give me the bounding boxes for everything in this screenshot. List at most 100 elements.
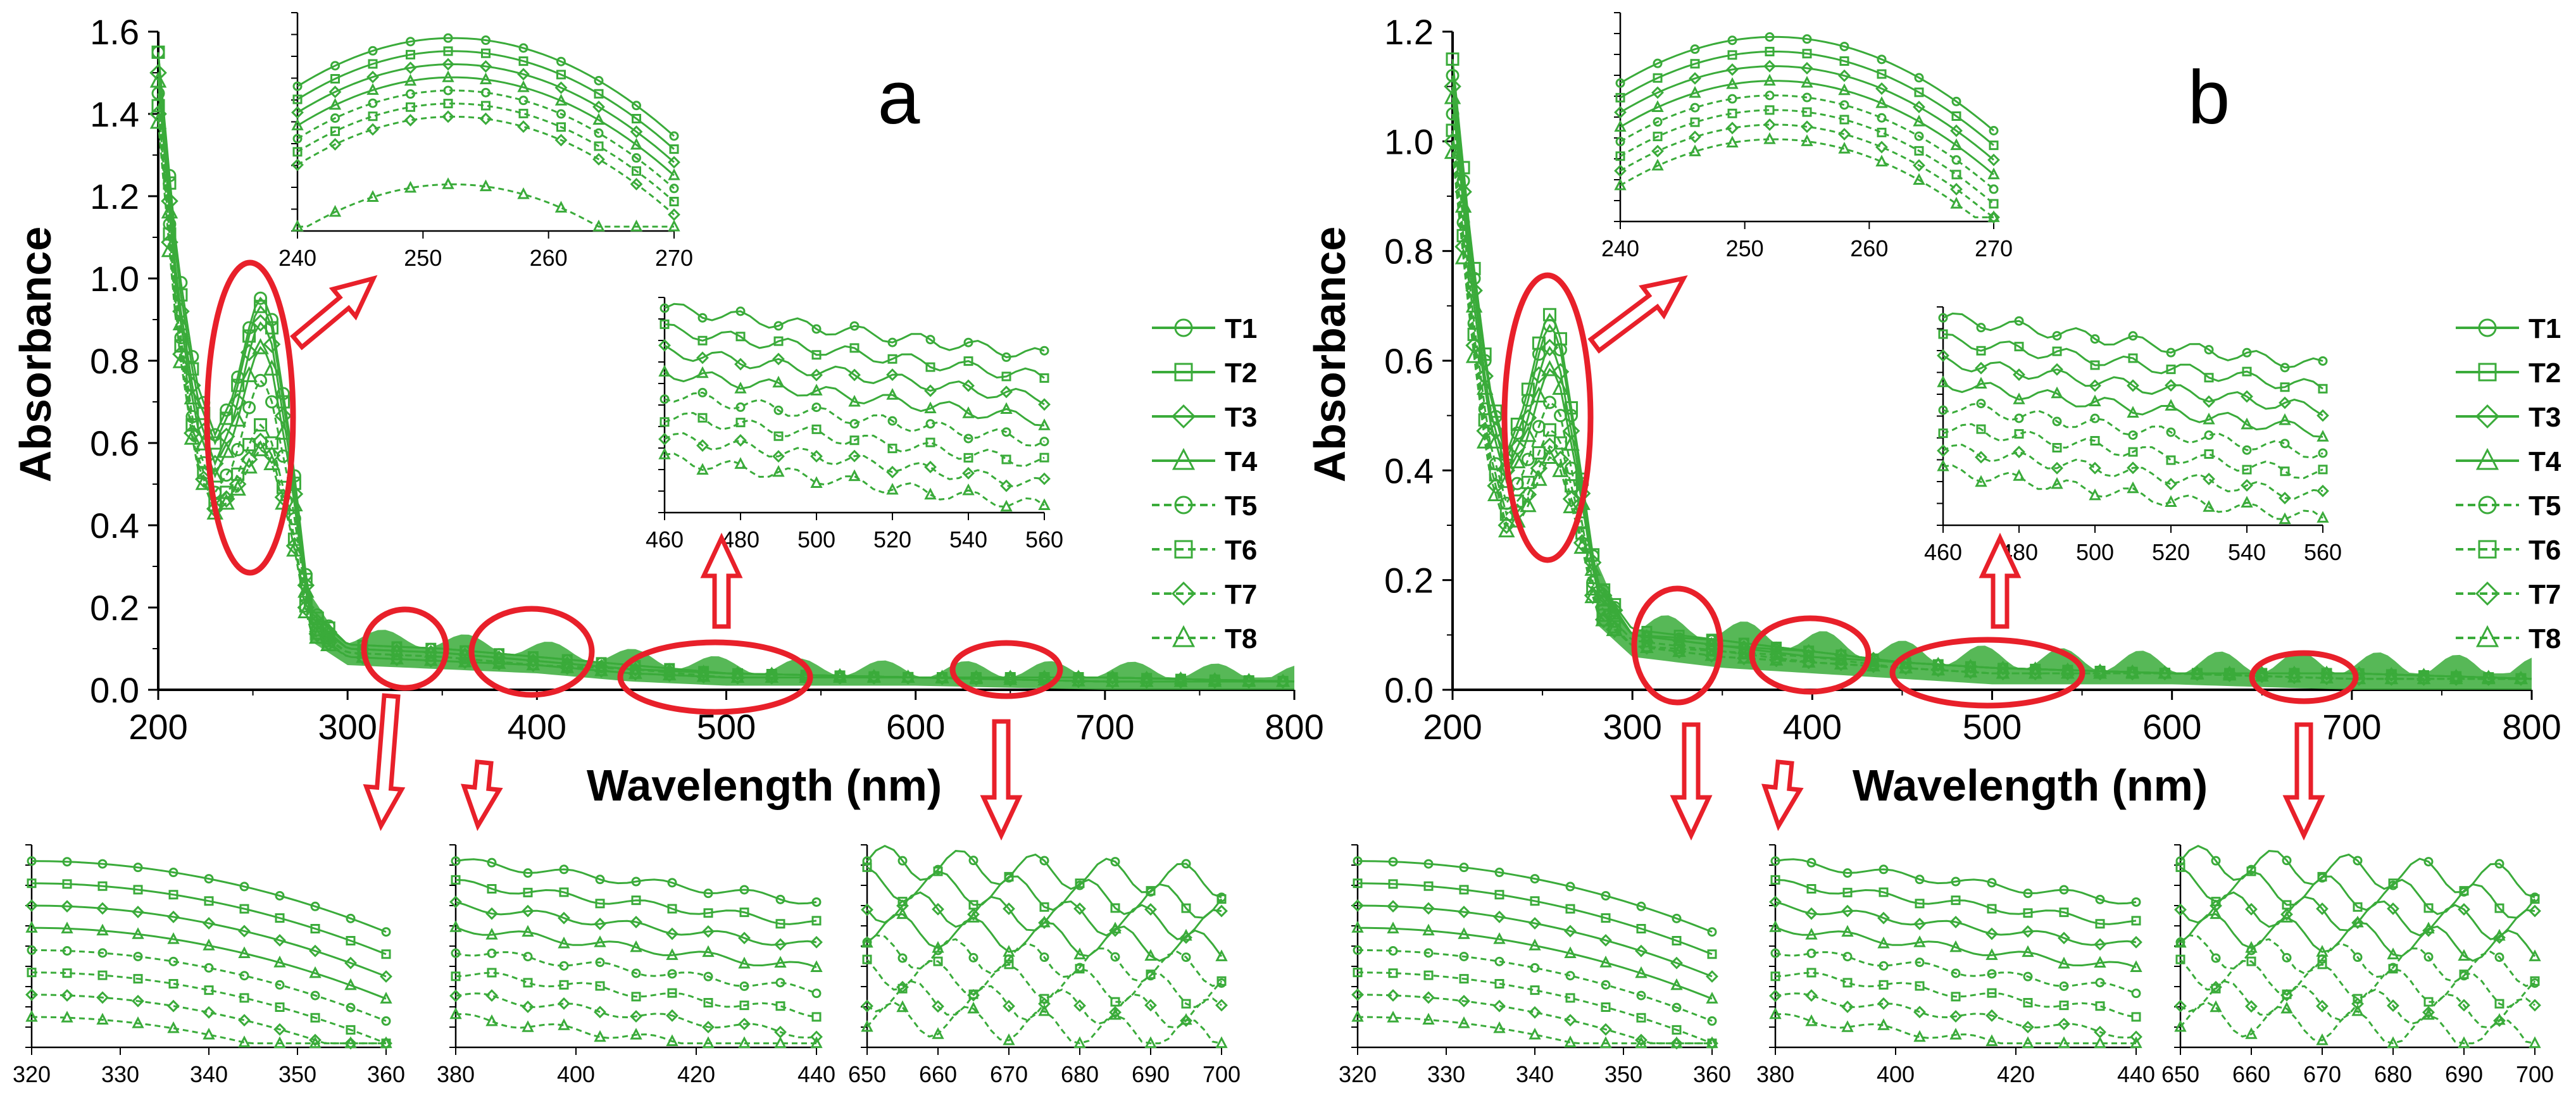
inset-b2-marker xyxy=(775,1001,785,1011)
inset-b1-marker xyxy=(203,1027,215,1040)
inset-b3-marker xyxy=(2353,856,2363,866)
inset-b2-series-7 xyxy=(455,992,817,1039)
inset-vis-marker xyxy=(811,324,822,334)
inset-b1-marker xyxy=(1672,1002,1682,1013)
zoom-arrow xyxy=(460,759,503,832)
inset-vis-marker xyxy=(734,382,747,394)
inset-vis-marker xyxy=(1039,346,1049,356)
inset-b2-marker xyxy=(1987,988,1997,998)
inset-uv-marker xyxy=(632,166,641,176)
series-T7-marker xyxy=(240,451,258,468)
series-T7-marker xyxy=(1275,674,1291,689)
series-T6-marker xyxy=(1446,123,1460,137)
inset-b3-marker xyxy=(2317,871,2327,882)
inset-b1-marker xyxy=(1388,968,1398,978)
inset-vis-marker xyxy=(1000,385,1013,399)
inset-b2-marker xyxy=(1842,952,1853,962)
inset-b1-tick-label: 360 xyxy=(367,1061,405,1087)
inset-b2-marker xyxy=(2023,971,2033,982)
inset-uv-series-6 xyxy=(1620,109,1994,205)
series-T7-marker xyxy=(1173,674,1188,689)
inset-b3-marker xyxy=(2387,999,2399,1013)
inset-b3-marker xyxy=(2530,976,2540,986)
series-T7-marker xyxy=(2092,666,2108,681)
series-T3-marker xyxy=(389,644,404,658)
inset-b2-marker xyxy=(523,978,533,988)
inset-uv-marker xyxy=(1914,146,1924,156)
series-T8-marker xyxy=(526,657,541,671)
inset-b3-marker xyxy=(2388,878,2398,889)
inset-b1-marker xyxy=(1635,966,1648,978)
inset-vis-marker xyxy=(848,449,861,463)
inset-b2-marker xyxy=(1915,957,1925,968)
inset-b3-marker xyxy=(862,954,872,964)
inset-uv-marker xyxy=(1913,115,1925,127)
inset-b2-marker xyxy=(738,956,751,969)
inset-b1-marker xyxy=(1423,881,1434,891)
inset-uv-series-5 xyxy=(297,89,675,189)
series-T4-marker xyxy=(286,495,303,511)
inset-vis-marker xyxy=(1975,361,1987,375)
y-axis-title: Absorbance xyxy=(11,227,60,483)
series-T7-marker xyxy=(1931,663,1946,678)
inset-b3-marker xyxy=(1216,894,1227,904)
inset-uv-marker xyxy=(1690,44,1700,54)
inset-uv-marker xyxy=(1726,135,1739,147)
inset-uv-marker xyxy=(1877,69,1887,79)
inset-b1-marker xyxy=(1636,923,1646,933)
inset-uv-marker xyxy=(1653,132,1663,142)
inset-b2-marker xyxy=(1949,916,1962,928)
series-T8-marker xyxy=(1584,587,1601,604)
inset-uv-marker xyxy=(632,113,641,123)
inset-uv-marker xyxy=(1653,117,1663,127)
inset-b2-marker xyxy=(2131,916,2141,926)
series-T7-marker xyxy=(1487,477,1505,495)
inset-b2-marker xyxy=(1841,904,1854,918)
inset-b1-marker xyxy=(1494,868,1504,878)
inset-b1-marker xyxy=(133,974,143,984)
inset-vis-marker xyxy=(2241,390,2253,403)
series-T4-marker xyxy=(1552,378,1569,395)
inset-uv-marker xyxy=(669,131,679,141)
inset-b2-marker xyxy=(558,1018,570,1030)
inset-b1-marker xyxy=(27,878,37,889)
inset-uv-marker xyxy=(1726,63,1739,76)
legend-marker xyxy=(2478,496,2497,514)
series-T7-marker xyxy=(1737,651,1751,666)
inset-vis-marker xyxy=(1976,399,1986,409)
legend-marker xyxy=(1171,404,1196,429)
inset-uv-series-4 xyxy=(1620,80,1994,175)
series-T2-marker xyxy=(254,299,268,313)
series-T2-marker xyxy=(1478,347,1492,361)
inset-vis-marker xyxy=(2318,465,2328,475)
inset-uv-marker xyxy=(291,158,304,171)
inset-uv-marker xyxy=(1987,210,2000,222)
inset-vis-marker xyxy=(963,337,973,347)
inset-vis-marker xyxy=(2279,396,2291,409)
inset-vis-marker xyxy=(849,435,860,446)
inset-vis-marker xyxy=(849,343,860,353)
inset-vis-marker xyxy=(2014,342,2024,352)
series-T5-marker xyxy=(1446,107,1460,121)
inset-b2-marker xyxy=(485,989,498,1002)
series-T8-marker xyxy=(2158,665,2172,679)
inset-b2-marker xyxy=(1877,911,1890,925)
inset-b3-marker xyxy=(2494,903,2504,913)
series-T8-marker xyxy=(1552,461,1569,477)
inset-vis-marker xyxy=(2165,495,2177,507)
inset-vis-marker xyxy=(1976,346,1986,356)
inset-vis-marker xyxy=(2203,472,2215,485)
inset-b3-marker xyxy=(2422,1006,2435,1019)
inset-b1-marker xyxy=(1635,944,1648,957)
inset-b2-marker xyxy=(2094,1036,2106,1049)
inset-b1-marker xyxy=(1387,921,1399,933)
inset-uv-marker xyxy=(1950,138,1963,151)
inset-uv-marker xyxy=(442,110,454,123)
inset-b2-series-2 xyxy=(455,878,817,925)
inset-b2-marker xyxy=(1987,969,1997,979)
inset-uv-marker xyxy=(517,68,530,81)
inset-b3-marker xyxy=(2280,988,2293,1002)
inset-b1-marker xyxy=(344,1036,357,1049)
inset-uv-marker xyxy=(368,46,378,56)
series-T1-marker xyxy=(1446,68,1460,82)
